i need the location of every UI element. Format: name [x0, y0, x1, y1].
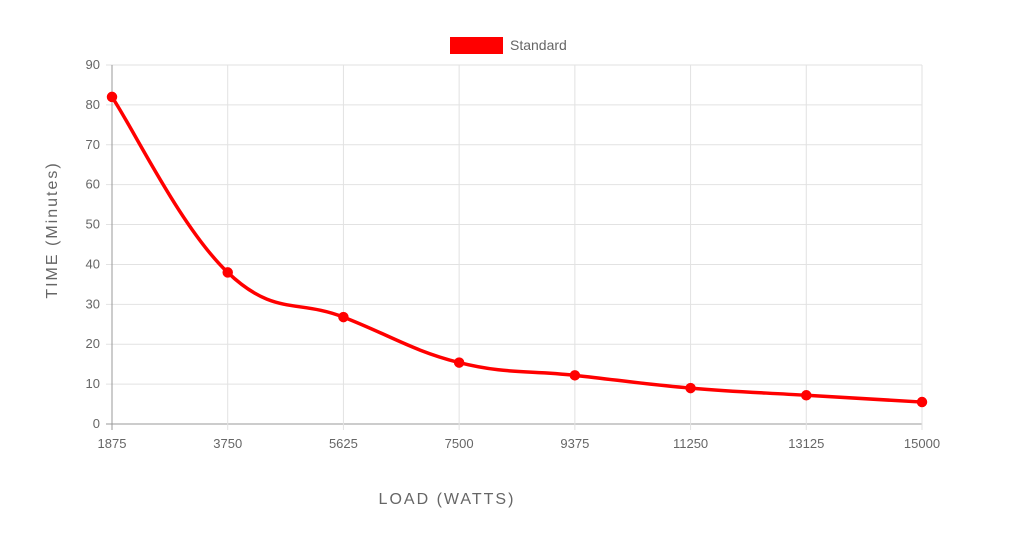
- y-tick-label: 70: [86, 137, 100, 152]
- data-point[interactable]: [106, 91, 118, 103]
- x-tick-label: 7500: [445, 436, 474, 451]
- y-tick-label: 60: [86, 177, 100, 192]
- y-tick-label: 10: [86, 376, 100, 391]
- x-tick-label: 13125: [788, 436, 824, 451]
- x-tick-label: 5625: [329, 436, 358, 451]
- data-point[interactable]: [222, 267, 233, 278]
- x-axis-ticks: 1875 3750 5625 7500 9375 11250 13125 15000: [98, 436, 941, 451]
- grid: [106, 64, 923, 430]
- x-tick-label: 15000: [904, 436, 940, 451]
- y-axis-title: TIME (Minutes): [44, 161, 61, 298]
- legend-swatch: [450, 37, 503, 54]
- y-tick-label: 0: [93, 416, 100, 431]
- series-lines: [110, 95, 924, 404]
- x-tick-label: 11250: [673, 436, 708, 451]
- x-tick-label: 9375: [560, 436, 589, 451]
- y-tick-label: 50: [86, 217, 100, 232]
- y-tick-label: 90: [86, 57, 100, 72]
- legend[interactable]: Standard: [450, 37, 567, 54]
- y-tick-label: 40: [86, 256, 100, 271]
- series-points: [106, 91, 928, 408]
- y-tick-label: 20: [86, 336, 100, 351]
- y-axis-ticks: 0 10 20 30 40 50 60 70 80 90: [86, 57, 100, 431]
- data-point[interactable]: [453, 357, 465, 368]
- data-point[interactable]: [801, 390, 812, 401]
- y-tick-label: 80: [86, 97, 100, 112]
- x-axis-title: LOAD (WATTS): [379, 491, 516, 508]
- data-point[interactable]: [338, 311, 349, 323]
- y-tick-label: 30: [86, 296, 100, 311]
- legend-label-standard: Standard: [510, 37, 567, 53]
- series-line-standard: [110, 95, 924, 404]
- x-tick-label: 1875: [98, 436, 127, 451]
- data-point[interactable]: [916, 396, 928, 408]
- x-tick-label: 3750: [213, 436, 242, 451]
- data-point[interactable]: [569, 370, 581, 381]
- data-point[interactable]: [685, 382, 696, 394]
